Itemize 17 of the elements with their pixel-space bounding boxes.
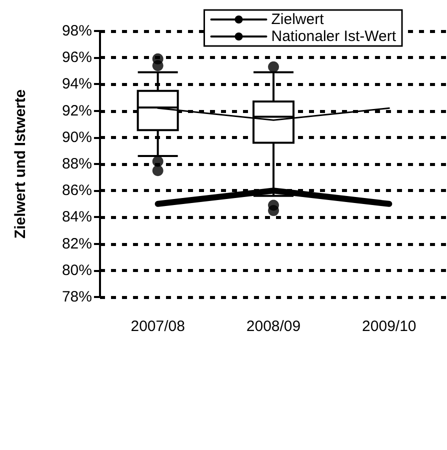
- y-axis-title: Zielwert und Istwerte: [12, 89, 29, 239]
- y-tick-label: 96%: [62, 49, 92, 66]
- y-tick-label: 80%: [62, 262, 92, 279]
- y-tick-label: 84%: [62, 208, 92, 226]
- y-tick-label: 90%: [62, 128, 92, 146]
- y-tick-label: 98%: [62, 22, 92, 40]
- y-tick-label: 78%: [62, 288, 92, 306]
- y-tick-label: 82%: [62, 235, 92, 252]
- legend-label: Zielwert: [271, 11, 325, 28]
- legend-label: Nationaler Ist-Wert: [271, 28, 397, 45]
- y-tick-label: 86%: [62, 182, 92, 200]
- x-tick-label: 2008/09: [246, 318, 301, 335]
- x-tick-label: 2009/10: [362, 318, 416, 335]
- y-tick-label: 92%: [62, 102, 92, 120]
- y-tick-label: 88%: [62, 156, 92, 172]
- y-tick-label: 94%: [62, 76, 92, 93]
- x-tick-label: 2007/08: [130, 318, 185, 335]
